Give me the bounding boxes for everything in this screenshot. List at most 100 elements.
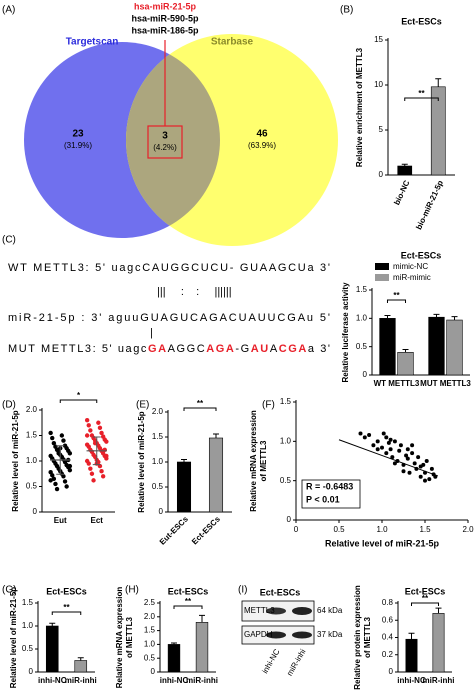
bar [397, 352, 414, 376]
dot [100, 474, 106, 479]
annotation-box [301, 479, 361, 509]
point [390, 455, 395, 460]
significance-bracket [173, 605, 203, 609]
y-axis-label: Relative luciferase activity [341, 282, 350, 383]
size-label: 64 kDa [317, 606, 343, 615]
significance-label: ** [185, 597, 192, 606]
point [405, 456, 410, 461]
dot [59, 433, 65, 438]
dot [88, 466, 93, 471]
x-tick-label: WT METTL3 [374, 379, 420, 388]
point [371, 443, 376, 448]
y-tick-label: 0.4 [382, 633, 394, 642]
error-bar [402, 349, 409, 353]
panel-label: (C) [2, 235, 16, 246]
significance-bracket [59, 399, 98, 403]
y-tick-label: 1.0 [26, 456, 38, 465]
error-bar [77, 657, 84, 661]
sequence-segment: CGA [279, 343, 307, 355]
dot [96, 420, 101, 425]
y-axis-label: Relative enrichment of METTL3 [355, 47, 364, 167]
bar [74, 660, 88, 673]
point [380, 445, 384, 450]
panel-label: (B) [340, 5, 353, 16]
point [404, 453, 409, 458]
point [401, 469, 406, 474]
dot [48, 478, 53, 483]
mirna-label: hsa-miR-590-5p [131, 13, 199, 23]
dot [84, 433, 90, 438]
blot-band [292, 631, 312, 639]
mut-sequence: MUT METTL3: 5' uagc GA AGGC AGA -G AU A CGA a 3' [8, 343, 330, 355]
point [424, 459, 429, 463]
point [423, 478, 427, 483]
panel-label: (G) [2, 585, 16, 596]
point [392, 461, 397, 466]
pairing: | [150, 327, 153, 339]
x-tick-label: Ect [91, 516, 104, 525]
x-tick-label: 2.0 [462, 525, 474, 534]
y-tick-label: 0.6 [382, 615, 394, 624]
venn-percent: (63.9%) [248, 141, 276, 150]
sequence-segment: MUT METTL3: 5' uagc [8, 343, 147, 355]
panel-label: (F) [262, 400, 275, 411]
x-tick-label: bio-NC [392, 179, 411, 207]
chart-title: Ect-ESCs [46, 586, 87, 596]
significance-bracket [411, 602, 439, 606]
x-tick-label: miR-inhi [423, 676, 455, 685]
y-tick-label: 1.5 [22, 598, 34, 607]
chart-title: Ect-ESCs [401, 250, 442, 260]
y-tick-label: 0.5 [144, 653, 156, 662]
bar [405, 638, 418, 673]
error-bar [408, 632, 415, 640]
venn-count: 46 [256, 129, 268, 140]
point [418, 464, 423, 469]
dot [89, 471, 95, 476]
significance-bracket [51, 611, 82, 615]
significance-bracket [183, 407, 217, 411]
bar [167, 644, 181, 673]
significance-bracket [404, 97, 439, 101]
venn-label: Targetscan [66, 37, 119, 48]
bar [379, 318, 396, 376]
dot [104, 453, 109, 459]
y-tick-label: 2.0 [144, 612, 156, 621]
significance-label: ** [418, 89, 425, 98]
mirna-label: hsa-miR-21-5p [134, 1, 197, 11]
point [412, 461, 417, 466]
x-tick-label: MUT METTL3 [420, 379, 471, 388]
significance-label: ** [63, 603, 70, 612]
bar [176, 461, 192, 513]
legend-swatch [375, 263, 389, 270]
y-tick-label: 1.0 [280, 436, 292, 445]
point [392, 439, 397, 444]
y-tick-label: 0.5 [356, 342, 368, 351]
y-tick-label: 1.0 [144, 640, 156, 649]
panel-label: (I) [238, 585, 247, 596]
dot [84, 418, 90, 423]
y-tick-label: 1.5 [280, 397, 292, 406]
blot-band [266, 631, 286, 639]
y-tick-label: 10 [374, 80, 383, 89]
point [410, 443, 415, 448]
bar [446, 319, 463, 376]
panel-label: (E) [136, 400, 149, 411]
error-bar [181, 459, 187, 462]
blot-band [266, 607, 286, 615]
error-bar [433, 313, 440, 318]
point [407, 470, 412, 475]
sequence-segment: GA [148, 343, 166, 355]
panel-label: (D) [2, 400, 16, 411]
error-bar [171, 642, 177, 645]
wt-sequence: WT METTL3: 5' uagcCAUGGCUCU- GUAAGCUa 3' [8, 262, 330, 274]
x-tick-label: Ect-ESCs [190, 514, 222, 546]
sd-bar [56, 445, 65, 475]
sequence-segment: AGA [206, 343, 234, 355]
point [410, 451, 415, 456]
y-tick-label: 0 [159, 507, 164, 516]
point [375, 447, 380, 452]
significance-label: ** [422, 594, 429, 603]
panel-label: (H) [125, 585, 139, 596]
x-tick-label: inhi-NC [160, 676, 189, 685]
legend-swatch [375, 274, 389, 281]
